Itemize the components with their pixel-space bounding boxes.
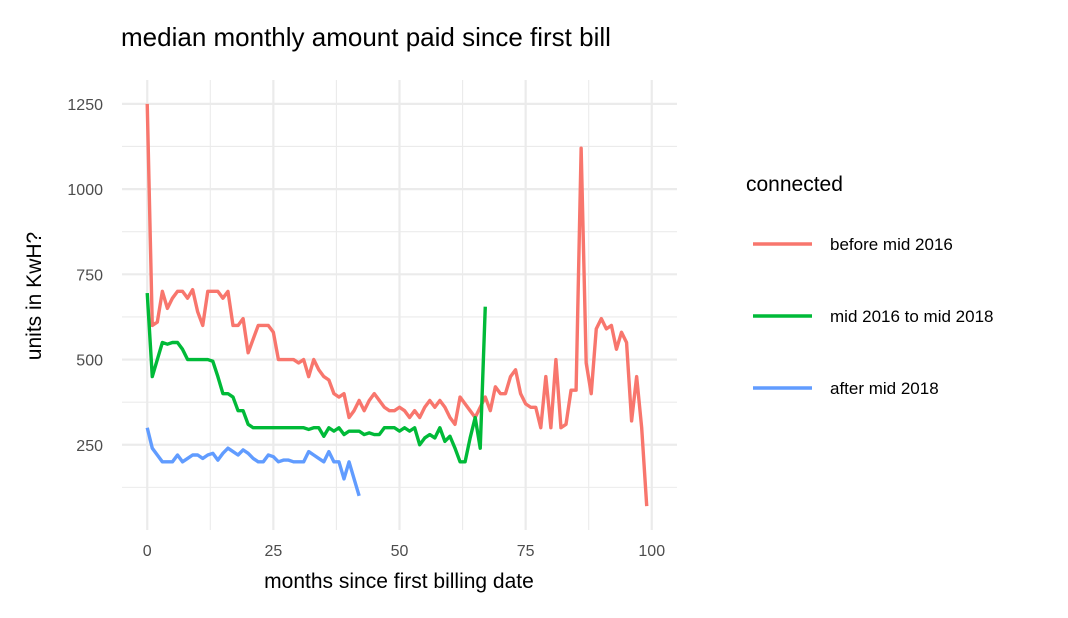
- x-tick-label: 100: [638, 543, 665, 560]
- legend-label: before mid 2016: [830, 235, 953, 254]
- y-tick-label: 1000: [67, 182, 103, 199]
- x-tick-label: 0: [143, 543, 152, 560]
- x-tick-label: 25: [264, 543, 282, 560]
- y-axis-tick-labels: 250 500 750 1000 1250: [67, 97, 103, 455]
- y-tick-label: 250: [76, 438, 103, 455]
- legend-label: mid 2016 to mid 2018: [830, 307, 994, 326]
- series-line: [145, 103, 649, 507]
- x-axis-title: months since first billing date: [264, 570, 534, 593]
- y-tick-label: 1250: [67, 97, 103, 114]
- chart-title: median monthly amount paid since first b…: [121, 22, 611, 52]
- series-line: [145, 427, 361, 497]
- legend-label: after mid 2018: [830, 379, 939, 398]
- series-lines: [145, 103, 649, 507]
- legend-items: before mid 2016 mid 2016 to mid 2018 after…: [753, 235, 994, 398]
- y-tick-label: 750: [76, 267, 103, 284]
- legend: connected before mid 2016 mid 2016 to mid…: [746, 173, 994, 398]
- x-tick-label: 75: [517, 543, 535, 560]
- x-tick-label: 50: [391, 543, 409, 560]
- plot-grid: [122, 80, 677, 530]
- series-line: [145, 292, 487, 464]
- y-axis-title: units in KwH?: [23, 232, 46, 360]
- y-tick-label: 500: [76, 353, 103, 370]
- x-axis-tick-labels: 0 25 50 75 100: [143, 543, 665, 560]
- legend-title: connected: [746, 173, 843, 196]
